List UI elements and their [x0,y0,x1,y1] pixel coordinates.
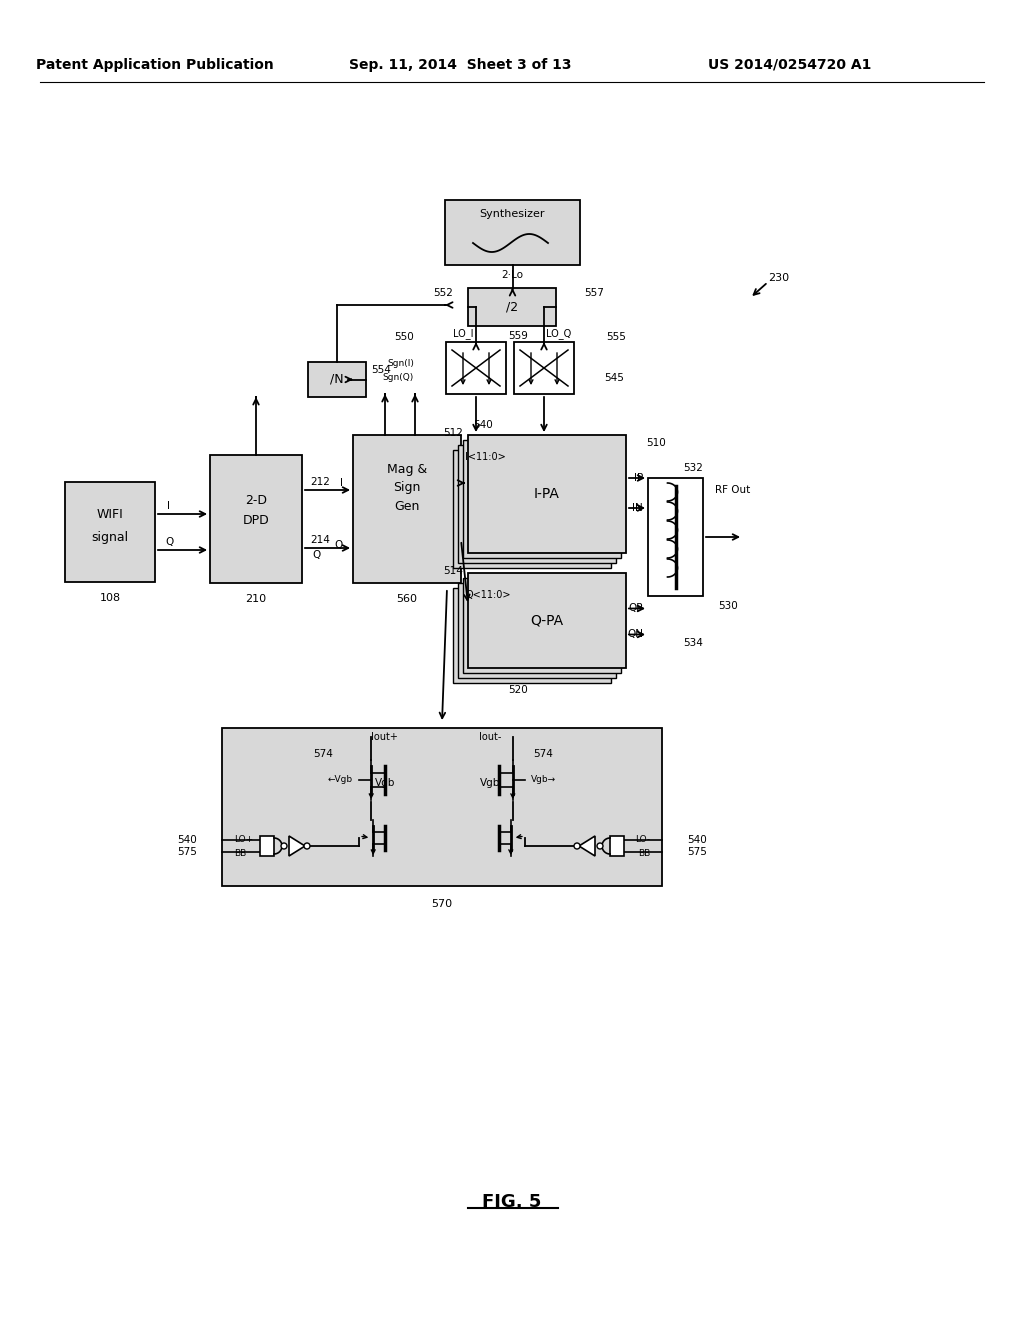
Text: 559: 559 [508,331,528,341]
Circle shape [304,843,310,849]
Text: Vgb: Vgb [480,777,501,788]
Text: 570: 570 [431,899,453,909]
Text: 230: 230 [768,273,790,282]
Text: US 2014/0254720 A1: US 2014/0254720 A1 [709,58,871,73]
Bar [446,342,506,393]
Polygon shape [289,836,305,855]
Text: RF Out: RF Out [715,484,751,495]
Text: QN: QN [627,630,643,639]
Text: 557: 557 [584,288,604,298]
Bar [353,436,461,583]
Bar [65,482,155,582]
Text: 574: 574 [313,748,333,759]
Text: 574: 574 [534,748,553,759]
Bar [308,362,366,397]
Text: LO_I: LO_I [454,329,474,339]
Text: signal: signal [91,531,129,544]
Text: Gen: Gen [394,499,420,512]
Text: 575: 575 [687,847,707,857]
Text: Mag &: Mag & [387,463,427,477]
Text: 554: 554 [371,366,391,375]
Text: 214: 214 [310,535,330,545]
Text: Q: Q [165,537,173,546]
Text: Sep. 11, 2014  Sheet 3 of 13: Sep. 11, 2014 Sheet 3 of 13 [349,58,571,73]
Text: IP: IP [634,473,643,483]
Text: LO_Q: LO_Q [546,329,571,339]
Text: Iout+: Iout+ [372,733,398,742]
Text: 510: 510 [646,438,666,447]
Bar [210,455,302,583]
Text: Sgn(I): Sgn(I) [387,359,414,368]
Text: 520: 520 [508,685,528,696]
Text: 575: 575 [177,847,197,857]
Polygon shape [260,836,274,855]
Bar [514,342,574,393]
Bar [468,573,626,668]
Text: BB: BB [638,849,650,858]
Circle shape [281,843,287,849]
Text: Sgn(Q): Sgn(Q) [383,374,414,383]
Text: I: I [340,478,343,488]
Text: Patent Application Publication: Patent Application Publication [36,58,273,73]
Text: 530: 530 [718,601,737,611]
Text: Q: Q [312,550,321,560]
Text: 210: 210 [246,594,266,605]
Bar [468,436,626,553]
Text: 212: 212 [310,477,330,487]
Text: Iout-: Iout- [479,733,502,742]
Text: Synthesizer: Synthesizer [480,209,545,219]
Text: 550: 550 [394,333,414,342]
Text: 540: 540 [177,836,197,845]
Text: 512: 512 [443,428,463,438]
Text: 108: 108 [99,593,121,603]
Polygon shape [579,836,595,855]
Text: 532: 532 [683,463,702,473]
Circle shape [597,843,603,849]
Text: LO+: LO+ [234,836,253,845]
Bar [222,729,662,886]
Text: 552: 552 [433,288,453,298]
Text: I<11:0>: I<11:0> [465,451,506,462]
Text: 555: 555 [606,333,626,342]
Text: QP: QP [629,603,643,614]
Text: Sign: Sign [393,482,421,495]
Text: /2: /2 [506,301,518,314]
Text: 514: 514 [443,566,463,576]
Text: IN: IN [632,503,643,513]
Text: 545: 545 [604,374,624,383]
Bar [445,201,580,265]
Text: 540: 540 [687,836,707,845]
Text: I: I [168,502,171,511]
Text: Vgb→: Vgb→ [530,776,556,784]
Text: I-PA: I-PA [535,487,560,502]
Text: LO-: LO- [635,836,650,845]
Bar [463,578,621,673]
Bar [453,587,611,682]
Polygon shape [610,836,624,855]
Bar [648,478,703,597]
Bar [458,445,616,564]
Text: 2-D: 2-D [245,495,267,507]
Text: 2·Lo: 2·Lo [502,271,523,280]
Text: WIFI: WIFI [96,507,123,520]
Circle shape [574,843,580,849]
Text: Q: Q [335,540,343,550]
Text: Q-PA: Q-PA [530,614,563,627]
Text: ←Vgb: ←Vgb [328,776,353,784]
Text: Vgb: Vgb [375,777,395,788]
Bar [463,440,621,558]
Bar [458,583,616,678]
Bar [468,288,556,326]
Text: 560: 560 [396,594,418,605]
Text: 534: 534 [683,638,702,648]
Text: 540: 540 [473,420,493,430]
Text: DPD: DPD [243,515,269,528]
Text: BB: BB [234,849,246,858]
Bar [453,450,611,568]
Text: /N: /N [330,374,344,385]
Text: Q<11:0>: Q<11:0> [465,590,511,601]
Text: FIG. 5: FIG. 5 [482,1193,542,1210]
